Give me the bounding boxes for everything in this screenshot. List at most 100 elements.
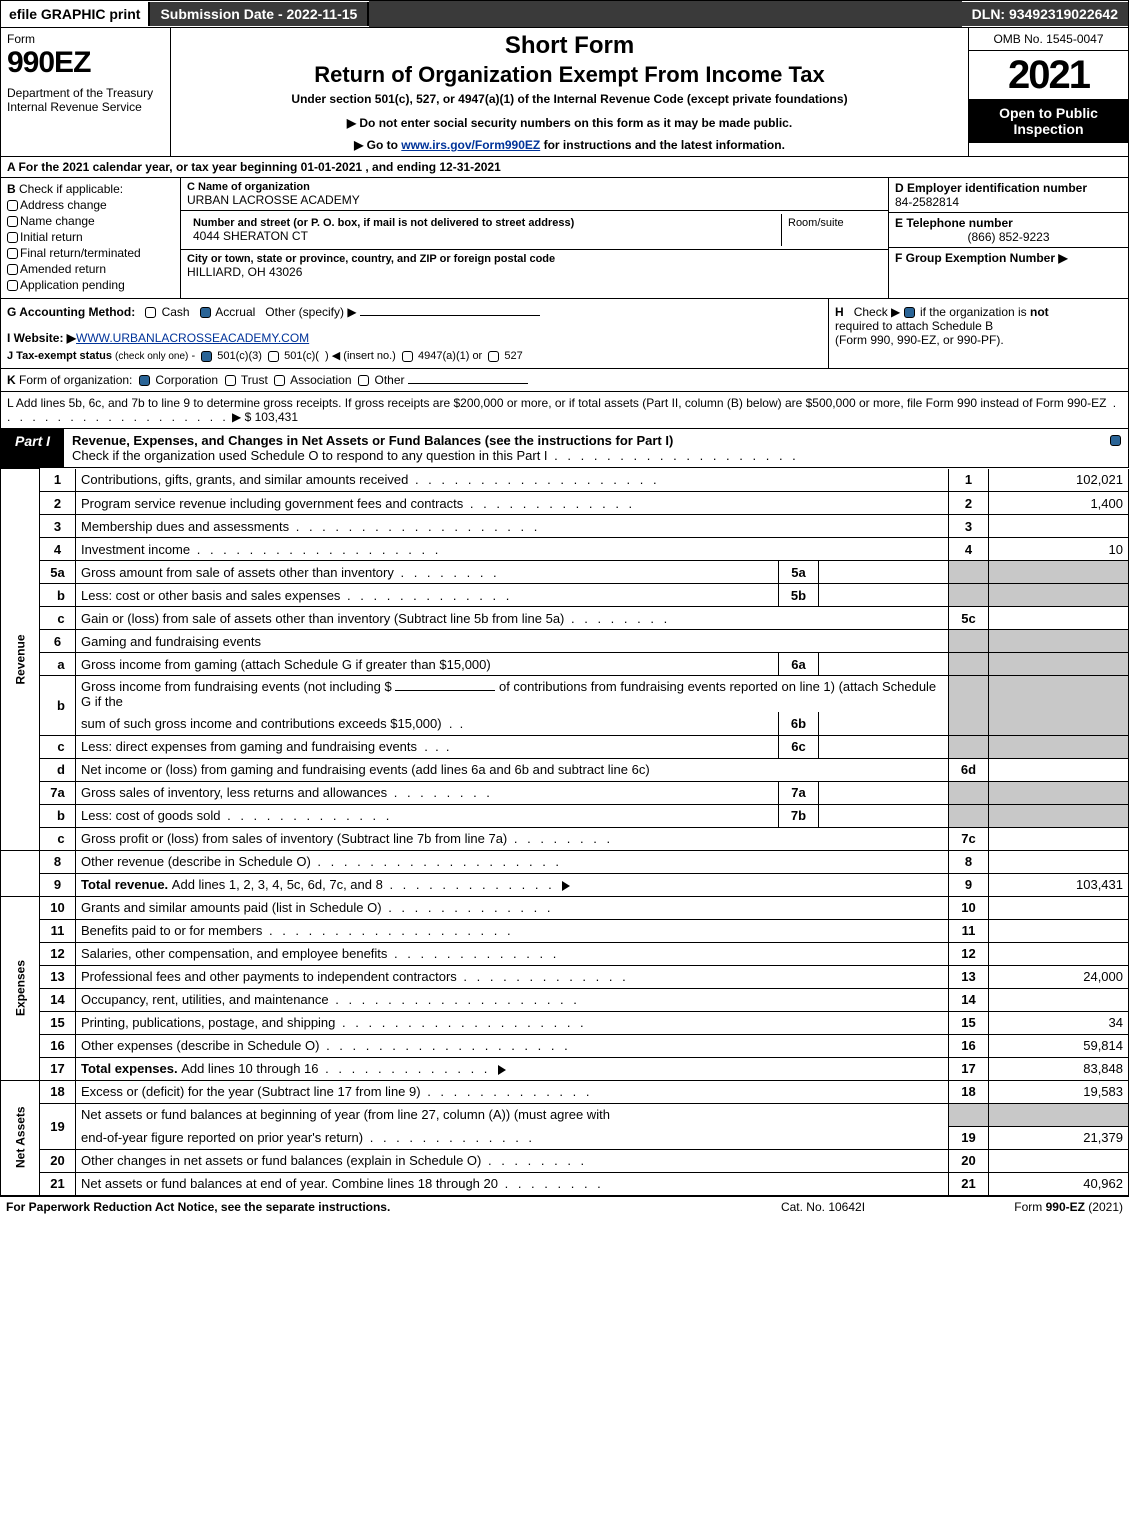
sub-no: 6a [779,653,819,676]
l-text: L Add lines 5b, 6c, and 7b to line 9 to … [7,396,1106,410]
part1-checkbox[interactable] [1104,429,1128,467]
website-link[interactable]: WWW.URBANLACROSSEACADEMY.COM [76,331,309,345]
street-value: 4044 SHERATON CT [193,229,775,243]
grey-cell [989,653,1129,676]
g-accounting: G Accounting Method: Cash Accrual Other … [1,299,828,368]
city-row: City or town, state or province, country… [181,250,888,282]
page-footer: For Paperwork Reduction Act Notice, see … [0,1196,1129,1217]
footer-center: Cat. No. 10642I [723,1200,923,1214]
checkbox-icon[interactable] [402,351,413,362]
checkbox-icon[interactable] [358,375,369,386]
checkbox-checked-icon[interactable] [904,307,915,318]
sub-val [819,804,949,827]
chk-amended[interactable]: Amended return [7,262,174,276]
line-desc: Gross sales of inventory, less returns a… [76,781,779,804]
grey-cell [989,676,1129,736]
line-no: 1 [40,469,76,492]
checkbox-checked-icon[interactable] [201,351,212,362]
chk-final-return[interactable]: Final return/terminated [7,246,174,260]
irs-link[interactable]: www.irs.gov/Form990EZ [401,138,540,152]
org-name-row: C Name of organization URBAN LACROSSE AC… [181,178,888,211]
k-other-line[interactable] [408,383,528,384]
sub-val [819,712,949,735]
h-text4: (Form 990, 990-EZ, or 990-PF). [835,333,1004,347]
g-cash: Cash [162,305,190,319]
g-other: Other (specify) ▶ [265,305,356,319]
table-row: 15 Printing, publications, postage, and … [1,1011,1129,1034]
line-no: 12 [40,942,76,965]
checkbox-checked-icon[interactable] [139,375,150,386]
res-no: 18 [949,1080,989,1103]
blank-line[interactable] [395,690,495,691]
row-gh: G Accounting Method: Cash Accrual Other … [0,299,1129,369]
checkbox-icon[interactable] [274,375,285,386]
footer-right-pre: Form [1014,1200,1045,1214]
grey-cell [949,735,989,758]
chk-application-pending[interactable]: Application pending [7,278,174,292]
checkbox-icon [7,232,18,243]
table-row: 5a Gross amount from sale of assets othe… [1,561,1129,584]
g-other-line[interactable] [360,315,540,316]
checkbox-icon[interactable] [268,351,279,362]
res-val: 59,814 [989,1034,1129,1057]
chk-initial-return[interactable]: Initial return [7,230,174,244]
header-left: Form 990EZ Department of the Treasury In… [1,28,171,156]
sub-no: 5b [779,584,819,607]
line-no: 5a [40,561,76,584]
line-no: 13 [40,965,76,988]
sub-val [819,584,949,607]
grey-cell [989,804,1129,827]
checkbox-icon[interactable] [488,351,499,362]
part1-sub: Check if the organization used Schedule … [72,448,548,463]
line-no: 21 [40,1172,76,1195]
line-desc: Other revenue (describe in Schedule O) [76,850,949,873]
instruction-2: ▶ Go to www.irs.gov/Form990EZ for instru… [179,138,960,152]
table-row: a Gross income from gaming (attach Sched… [1,653,1129,676]
table-row: 19 Net assets or fund balances at beginn… [1,1103,1129,1126]
line-desc: Benefits paid to or for members [76,919,949,942]
footer-left: For Paperwork Reduction Act Notice, see … [6,1200,723,1214]
chk-address-change[interactable]: Address change [7,198,174,212]
res-val [989,942,1129,965]
res-no: 7c [949,827,989,850]
chk-name-change[interactable]: Name change [7,214,174,228]
line-desc: Net assets or fund balances at end of ye… [76,1172,949,1195]
table-row: b Gross income from fundraising events (… [1,676,1129,713]
res-val [989,1149,1129,1172]
row-k: K Form of organization: Corporation Trus… [0,369,1129,392]
table-row: 20 Other changes in net assets or fund b… [1,1149,1129,1172]
l-val: ▶ $ 103,431 [232,410,298,424]
line-desc: Gain or (loss) from sale of assets other… [76,607,949,630]
grey-cell [949,804,989,827]
grey-cell [989,735,1129,758]
table-row: 2 Program service revenue including gove… [1,492,1129,515]
line-desc: Printing, publications, postage, and shi… [76,1011,949,1034]
checkbox-icon[interactable] [225,375,236,386]
footer-right-bold: 990-EZ [1046,1200,1085,1214]
line-desc: Gross income from gaming (attach Schedul… [76,653,779,676]
table-row: 3 Membership dues and assessments 3 [1,515,1129,538]
line-no: 10 [40,896,76,919]
section-bcdef: B Check if applicable: Address change Na… [0,178,1129,299]
checkbox-checked-icon[interactable] [200,307,211,318]
ein-label: D Employer identification number [895,181,1122,195]
res-val [989,850,1129,873]
part1-table: Revenue 1 Contributions, gifts, grants, … [0,468,1129,1196]
line-no: c [40,827,76,850]
h-check: Check ▶ [854,305,901,319]
res-no: 13 [949,965,989,988]
header-mid: Short Form Return of Organization Exempt… [171,28,968,156]
line-desc: end-of-year figure reported on prior yea… [76,1126,949,1149]
line-no: b [40,804,76,827]
res-val: 40,962 [989,1172,1129,1195]
g-label: G Accounting Method: [7,305,135,319]
line-no: 6 [40,630,76,653]
line-no: 18 [40,1080,76,1103]
table-row: 4 Investment income 4 10 [1,538,1129,561]
checkbox-icon[interactable] [145,307,156,318]
line-no: 2 [40,492,76,515]
line-no: b [40,584,76,607]
efile-print[interactable]: efile GRAPHIC print [1,2,148,26]
line-desc: Professional fees and other payments to … [76,965,949,988]
line-desc: Total expenses. Add lines 10 through 16 [76,1057,949,1080]
